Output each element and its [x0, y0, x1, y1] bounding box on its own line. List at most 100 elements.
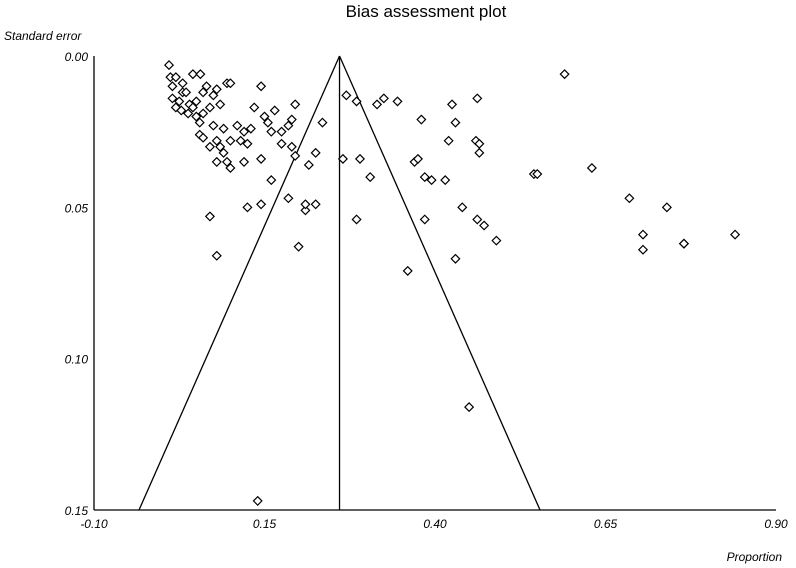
study-point: [586, 162, 597, 174]
study-point: [198, 132, 209, 143]
study-point: [450, 117, 461, 128]
study-point: [559, 69, 570, 80]
study-point: [163, 60, 175, 71]
study-point: [310, 199, 321, 210]
study-point: [225, 162, 236, 174]
study-point: [300, 199, 311, 210]
study-point: [283, 120, 294, 131]
study-point: [198, 87, 209, 98]
x-tick-label: 0.65: [594, 517, 618, 531]
study-point: [215, 141, 226, 152]
study-point: [238, 126, 250, 137]
study-point: [637, 229, 649, 240]
study-point: [286, 141, 297, 152]
x-axis-title: Proportion: [727, 550, 783, 564]
study-point: [416, 114, 427, 125]
study-point: [259, 111, 270, 122]
study-point: [177, 78, 188, 89]
study-point: [195, 69, 206, 80]
study-point: [221, 156, 233, 167]
study-point: [624, 193, 635, 204]
y-tick-label: 0.15: [65, 504, 89, 518]
study-point: [187, 102, 198, 113]
study-point: [678, 238, 689, 249]
study-point: [491, 235, 502, 246]
study-point: [167, 93, 178, 104]
data-points: [163, 60, 741, 506]
study-point: [238, 156, 250, 167]
study-point: [218, 147, 229, 158]
study-point: [194, 117, 205, 128]
study-point: [225, 135, 236, 146]
study-point: [249, 102, 260, 113]
chart-title: Bias assessment plot: [346, 2, 507, 21]
study-point: [266, 175, 277, 186]
x-tick-label: 0.90: [764, 517, 788, 531]
study-point: [204, 141, 215, 152]
study-point: [341, 90, 352, 101]
funnel-left-limit: [138, 55, 341, 511]
study-point: [232, 120, 243, 131]
study-point: [392, 96, 403, 107]
funnel-lines: [138, 55, 541, 511]
study-point: [286, 114, 297, 125]
study-point: [283, 193, 294, 204]
study-point: [187, 69, 198, 80]
study-point: [201, 81, 212, 92]
study-point: [457, 202, 468, 213]
y-tick-label: 0.10: [65, 353, 89, 367]
study-point: [474, 147, 485, 158]
study-point: [412, 153, 423, 164]
study-point: [242, 202, 253, 213]
study-point: [290, 150, 301, 161]
study-point: [426, 175, 437, 186]
study-point: [211, 84, 222, 95]
x-tick-label: 0.40: [423, 517, 447, 531]
study-point: [371, 99, 383, 110]
study-point: [351, 96, 362, 107]
study-point: [208, 120, 219, 131]
study-point: [402, 265, 413, 276]
study-point: [290, 99, 301, 110]
study-point: [276, 138, 287, 149]
study-point: [208, 90, 219, 101]
study-point: [170, 72, 181, 83]
study-point: [300, 205, 311, 216]
study-point: [440, 175, 451, 186]
study-point: [167, 81, 178, 92]
study-point: [191, 111, 202, 122]
study-point: [256, 153, 267, 164]
study-point: [419, 214, 430, 225]
study-point: [317, 117, 328, 128]
study-point: [419, 172, 430, 183]
study-point: [464, 402, 475, 413]
study-point: [532, 168, 543, 180]
study-point: [447, 99, 458, 110]
x-tick-label: 0.15: [253, 517, 277, 531]
x-tick-label: -0.10: [80, 517, 108, 531]
study-point: [450, 253, 461, 264]
study-point: [235, 135, 246, 146]
study-point: [198, 108, 209, 119]
study-point: [354, 153, 366, 164]
study-point: [262, 117, 273, 128]
study-point: [661, 202, 672, 213]
study-point: [211, 135, 222, 146]
study-point: [183, 108, 194, 119]
study-point: [337, 153, 348, 164]
study-point: [245, 123, 256, 134]
study-point: [276, 126, 287, 137]
study-point: [191, 96, 202, 107]
study-point: [378, 93, 389, 104]
study-point: [181, 87, 192, 98]
y-axis-title: Standard error: [4, 29, 82, 43]
study-point: [730, 229, 741, 240]
study-point: [174, 96, 185, 107]
study-point: [204, 211, 215, 222]
study-point: [218, 123, 229, 134]
study-point: [351, 214, 362, 225]
study-point: [303, 159, 314, 171]
study-point: [225, 78, 236, 89]
study-point: [269, 105, 280, 116]
